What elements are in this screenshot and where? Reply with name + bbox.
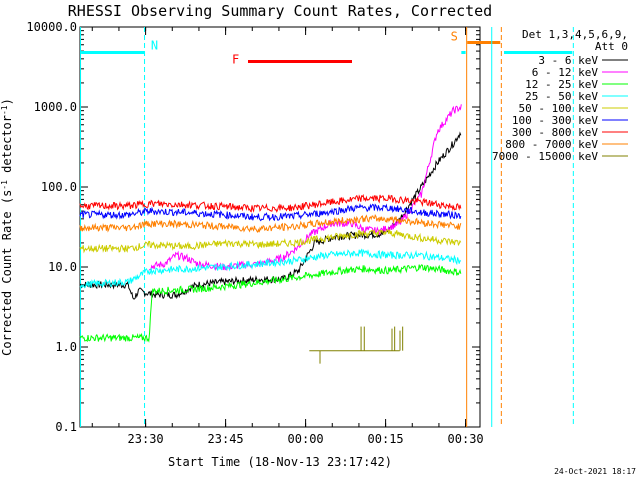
y-axis: 0.1 1.0 10.0 100.0 1000.0 10000.0: [26, 20, 480, 434]
x-tick-label: 23:30: [128, 432, 164, 446]
series-300-800-kev-line: [79, 193, 462, 213]
legend-label: 25 - 50 keV: [525, 90, 598, 103]
legend-label: 12 - 25 keV: [525, 78, 598, 91]
y-tick-label: 0.1: [55, 420, 77, 434]
legend-label: 3 - 6 keV: [538, 54, 598, 67]
x-tick-label: 00:15: [368, 432, 404, 446]
series-group: [79, 104, 462, 364]
y-axis-label-exp1: -1: [0, 180, 9, 190]
y-tick-label: 1000.0: [34, 100, 77, 114]
flare-flag-label: F: [232, 52, 239, 66]
legend-label: 50 - 100 keV: [519, 102, 599, 115]
observing-flags: N F S: [80, 27, 574, 427]
y-tick-label: 10.0: [48, 260, 77, 274]
footer-timestamp: 24-Oct-2021 18:17: [554, 467, 636, 476]
series-25-50-kev-line: [79, 248, 462, 289]
legend-label: 100 - 300 keV: [512, 114, 598, 127]
legend-label: 7000 - 15000 keV: [492, 150, 598, 163]
y-axis-label: Corrected Count Rate (s-1 detector-1): [0, 98, 14, 356]
y-axis-label-end: ): [0, 98, 14, 105]
series-12-25-kev-line: [79, 264, 462, 343]
y-axis-label-main: Corrected Count Rate (s: [0, 190, 14, 356]
series-50-100-kev-line: [79, 229, 462, 254]
x-tick-label: 00:30: [448, 432, 484, 446]
y-tick-label: 1.0: [55, 340, 77, 354]
y-axis-label-mid: detector: [0, 115, 14, 180]
x-axis-label: Start Time (18-Nov-13 23:17:42): [168, 455, 392, 469]
legend-label: 6 - 12 keV: [532, 66, 599, 79]
series-100-300-kev-line: [79, 203, 462, 222]
legend-header: Att 0: [595, 40, 628, 53]
chart-title: RHESSI Observing Summary Count Rates, Co…: [68, 2, 492, 20]
series-800-7000-kev-line: [79, 213, 462, 234]
saa-flag-label: S: [451, 29, 458, 43]
night-flag-label: N: [151, 39, 158, 53]
x-tick-label: 23:45: [208, 432, 244, 446]
x-axis: 23:30 23:45 00:00 00:15 00:30: [91, 27, 484, 446]
y-tick-label: 10000.0: [26, 20, 77, 34]
y-tick-label: 100.0: [41, 180, 77, 194]
legend-label: 800 - 7000 keV: [505, 138, 598, 151]
y-axis-label-exp2: -1: [0, 105, 9, 115]
legend-label: 300 - 800 keV: [512, 126, 598, 139]
legend-header: Det 1,3,4,5,6,9,: [522, 28, 628, 41]
x-tick-label: 00:00: [288, 432, 324, 446]
